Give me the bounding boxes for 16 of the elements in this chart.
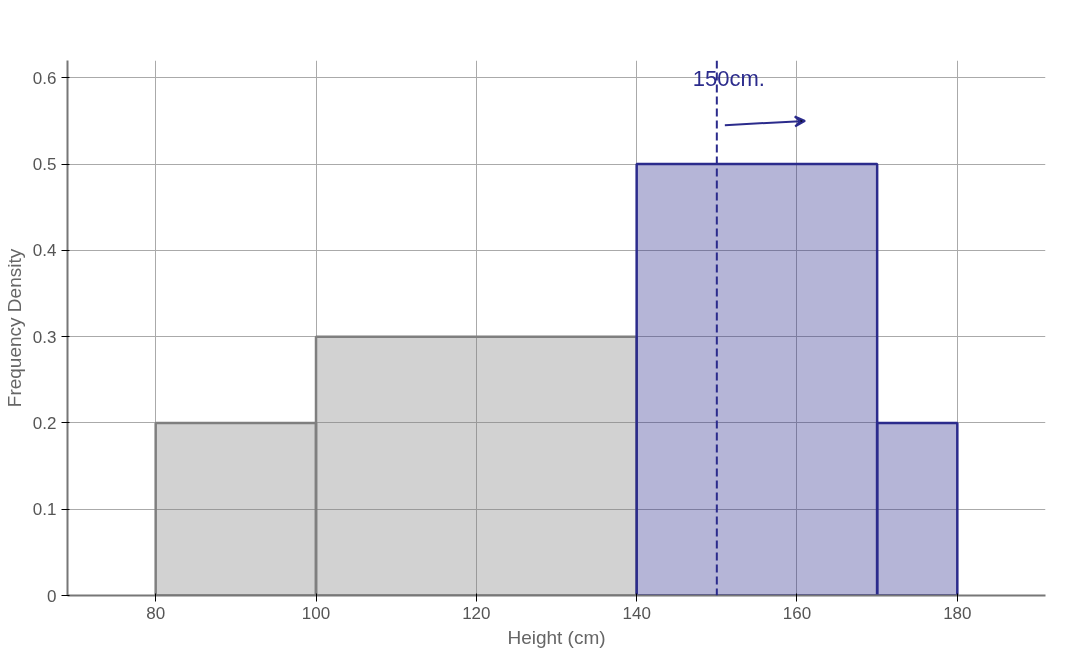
x-tick-label: 180	[943, 603, 972, 623]
y-axis-title: Frequency Density	[3, 248, 25, 408]
x-tick-label: 80	[146, 603, 166, 623]
y-tick-label: 0.4	[32, 241, 57, 261]
y-tick-label: 0.3	[32, 327, 57, 347]
y-tick-label: 0.5	[32, 155, 57, 175]
x-axis-title: Height (cm)	[507, 626, 606, 648]
y-tick-label: 0	[47, 586, 57, 606]
x-tick-label: 120	[462, 603, 491, 623]
ref-line-label: 150cm.	[692, 65, 765, 91]
y-tick-label: 0.1	[32, 500, 57, 520]
y-tick-label: 0.6	[32, 68, 57, 88]
x-tick-label: 100	[301, 603, 331, 623]
y-tick-label: 0.2	[32, 413, 57, 433]
x-tick-label: 160	[782, 603, 812, 623]
x-tick-label: 140	[622, 603, 651, 623]
